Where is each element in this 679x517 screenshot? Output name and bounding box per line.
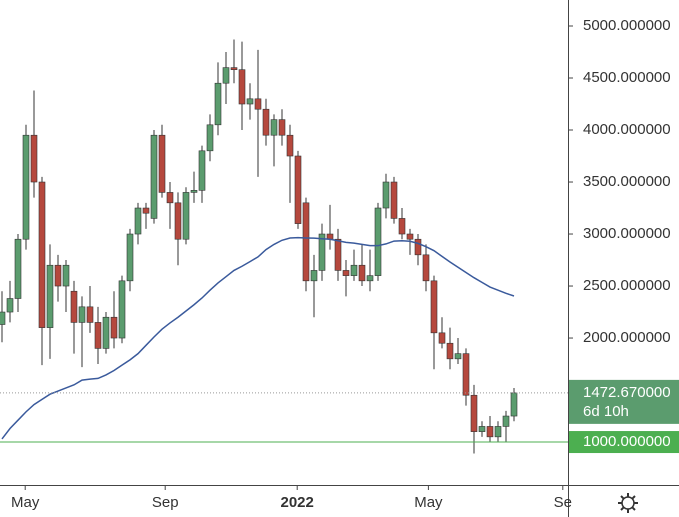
candle-body bbox=[30, 134, 38, 183]
candle-body bbox=[198, 150, 206, 191]
candle-body bbox=[270, 119, 278, 136]
candle-body bbox=[438, 332, 446, 344]
candle-body bbox=[22, 134, 30, 240]
candle-body bbox=[486, 426, 494, 438]
candle-body bbox=[374, 207, 382, 276]
x-tick-label: Sep bbox=[152, 494, 179, 511]
candle-body bbox=[358, 264, 366, 282]
candle-body bbox=[342, 270, 350, 276]
candle-body bbox=[470, 394, 478, 432]
y-tick-label: 4500.000000 bbox=[583, 69, 671, 86]
candle-body bbox=[190, 190, 198, 193]
candle-body bbox=[230, 67, 238, 70]
plot-area bbox=[0, 39, 518, 454]
candle-body bbox=[350, 264, 358, 276]
candle-body bbox=[142, 207, 150, 214]
countdown-label: 6d 10h bbox=[583, 403, 629, 420]
candle-body bbox=[86, 306, 94, 323]
candle-body bbox=[318, 233, 326, 271]
last-price-label: 1472.670000 bbox=[583, 384, 671, 401]
candle-body bbox=[102, 316, 110, 349]
candle-body bbox=[158, 134, 166, 193]
candle-body bbox=[166, 192, 174, 204]
candle-body bbox=[54, 264, 62, 287]
level-label-box bbox=[569, 431, 679, 454]
candle-body bbox=[126, 233, 134, 282]
candle-body bbox=[62, 264, 70, 287]
candle-body bbox=[494, 426, 502, 438]
candle-body bbox=[310, 270, 318, 282]
candle-body bbox=[70, 290, 78, 323]
y-tick-label: 2500.000000 bbox=[583, 277, 671, 294]
candle-body bbox=[382, 181, 390, 209]
candle-body bbox=[406, 233, 414, 240]
candle-body bbox=[222, 67, 230, 84]
settings-icon[interactable] bbox=[618, 493, 638, 513]
x-tick-label: 2022 bbox=[281, 494, 314, 511]
candle-body bbox=[454, 353, 462, 360]
candle-body bbox=[214, 82, 222, 126]
candle-body bbox=[294, 155, 302, 224]
candle-body bbox=[334, 238, 342, 271]
candle-body bbox=[134, 207, 142, 235]
candle-body bbox=[0, 311, 6, 325]
candle-body bbox=[414, 238, 422, 256]
candle-body bbox=[390, 181, 398, 219]
level-label: 1000.000000 bbox=[583, 433, 671, 450]
candle-body bbox=[510, 392, 518, 417]
x-tick-label: Se bbox=[554, 494, 572, 511]
candle-body bbox=[302, 202, 310, 282]
candle-body bbox=[38, 181, 46, 328]
y-tick-label: 5000.000000 bbox=[583, 17, 671, 34]
candle-body bbox=[238, 69, 246, 105]
candle-body bbox=[174, 202, 182, 240]
y-tick-label: 3500.000000 bbox=[583, 173, 671, 190]
candle-body bbox=[46, 264, 54, 328]
moving-average-line bbox=[1, 236, 515, 440]
candle-body bbox=[278, 119, 286, 136]
candle-body bbox=[398, 218, 406, 235]
candle-body bbox=[110, 316, 118, 339]
y-tick-label: 3000.000000 bbox=[583, 225, 671, 242]
candle-body bbox=[366, 275, 374, 282]
x-tick-label: May bbox=[11, 494, 40, 511]
candle-body bbox=[6, 298, 14, 313]
candle-body bbox=[286, 134, 294, 157]
candle-body bbox=[502, 415, 510, 427]
candle-body bbox=[422, 254, 430, 282]
candle-body bbox=[430, 280, 438, 334]
candle-body bbox=[182, 192, 190, 240]
candle-body bbox=[478, 426, 486, 432]
candle-body bbox=[118, 280, 126, 339]
candle-body bbox=[206, 124, 214, 152]
x-tick-label: May bbox=[414, 494, 443, 511]
candle-body bbox=[94, 322, 102, 349]
candle-body bbox=[78, 306, 86, 323]
last-price-box bbox=[569, 379, 679, 424]
candle-body bbox=[14, 238, 22, 299]
candle-body bbox=[254, 98, 262, 110]
candle-body bbox=[150, 134, 158, 219]
candle-body bbox=[262, 108, 270, 136]
y-tick-label: 4000.000000 bbox=[583, 121, 671, 138]
y-tick-label: 2000.000000 bbox=[583, 329, 671, 346]
candle-body bbox=[462, 353, 470, 396]
candle-body bbox=[246, 98, 254, 105]
candle-body bbox=[446, 342, 454, 360]
